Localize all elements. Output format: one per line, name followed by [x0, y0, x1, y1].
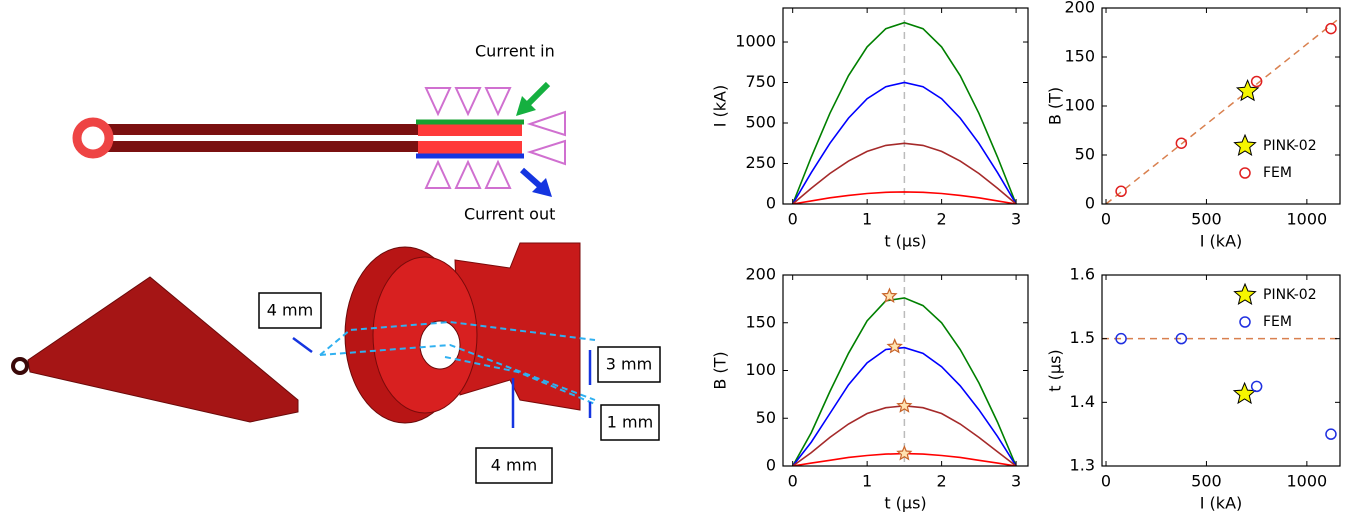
fit-line: [1106, 18, 1340, 204]
y-tick-label: 750: [745, 72, 776, 91]
y-tick-label: 1.6: [1070, 265, 1095, 284]
chart: 1.3 1.4 1.5 1.6 0 500 1000 I (kA) t (μs) PINK-02 F…: [1046, 265, 1341, 513]
coil-top-view: Current in Current out: [77, 42, 565, 224]
y-tick-label: 1000: [735, 32, 776, 51]
plot-area: [793, 8, 1016, 204]
circle-marker: [1116, 186, 1126, 196]
y-tick-label: 1.5: [1070, 328, 1095, 347]
x-tick-label: 0: [788, 210, 798, 229]
plot-frame: [1102, 275, 1340, 466]
legend-label: PINK-02: [1263, 287, 1317, 303]
y-tick-label: 0: [1085, 194, 1095, 213]
legend-label: PINK-02: [1263, 138, 1317, 154]
current-in-arrow: [516, 84, 548, 116]
y-tick-label: 200: [1064, 0, 1095, 17]
x-axis-label: t (μs): [884, 232, 926, 251]
peak-marker: [898, 399, 911, 412]
x-tick-label: 1: [862, 210, 872, 229]
current-out-label: Current out: [464, 205, 555, 224]
legend-marker: [1235, 135, 1256, 155]
circle-marker: [1252, 381, 1262, 391]
y-tick-label: 150: [745, 312, 776, 331]
legend-label: FEM: [1263, 165, 1292, 181]
current-out-arrow: [522, 170, 552, 197]
plot-frame: [783, 275, 1028, 466]
plot-area: [1106, 18, 1340, 204]
y-axis-label: I (kA): [711, 85, 730, 128]
x-tick-label: 0: [788, 472, 798, 491]
x-tick-label: 0: [1101, 210, 1111, 229]
x-tick-label: 2: [937, 472, 947, 491]
x-axis-label: I (kA): [1200, 494, 1243, 513]
y-tick-label: 50: [756, 408, 776, 427]
y-tick-label: 100: [745, 360, 776, 379]
x-tick-label: 3: [1011, 210, 1021, 229]
dimension-label: 3 mm: [606, 355, 652, 374]
y-tick-label: 100: [1064, 96, 1095, 115]
y-tick-label: 1.4: [1070, 392, 1095, 411]
x-tick-label: 1: [862, 472, 872, 491]
y-axis-label: B (T): [711, 351, 730, 389]
gap: [418, 136, 522, 141]
legend-marker: [1240, 168, 1250, 178]
peak-marker: [898, 447, 911, 460]
legend-marker: [1235, 284, 1256, 304]
current-in-label: Current in: [475, 42, 555, 61]
legend-label: FEM: [1263, 314, 1292, 330]
y-tick-label: 250: [745, 153, 776, 172]
coil-3d-view: 4 mm 3 mm 1 mm 4 mm: [13, 243, 660, 483]
small-loop: [13, 359, 27, 373]
chart: 0 250 500 750 1000 0 1 2 3 t (μs) I (kA): [711, 8, 1029, 251]
figure: Current in Current out 4 mm 3 mm 1 mm 4 …: [0, 0, 1363, 519]
x-axis-label: t (μs): [884, 494, 926, 513]
x-tick-label: 2: [937, 210, 947, 229]
y-tick-label: 50: [1075, 145, 1095, 164]
x-tick-label: 1000: [1287, 472, 1328, 491]
plate: [28, 277, 298, 422]
plot-frame: [1102, 8, 1340, 204]
y-axis-label: t (μs): [1046, 349, 1065, 391]
plot-frame: [783, 8, 1028, 204]
y-tick-label: 500: [745, 113, 776, 132]
chart: 0 50 100 150 200 0 500 1000 I (kA) B (T) PINK-02 FE…: [1046, 0, 1341, 251]
y-tick-label: 0: [766, 456, 776, 475]
x-tick-label: 3: [1011, 472, 1021, 491]
circle-marker: [1326, 429, 1336, 439]
x-tick-label: 500: [1191, 210, 1222, 229]
y-tick-label: 150: [1064, 47, 1095, 66]
legend-marker: [1240, 317, 1250, 327]
dimension-label: 4 mm: [491, 456, 537, 475]
x-tick-label: 1000: [1287, 210, 1328, 229]
rod: [105, 141, 423, 152]
x-tick-label: 0: [1101, 472, 1111, 491]
y-tick-label: 0: [766, 194, 776, 213]
dimension-label: 1 mm: [607, 413, 653, 432]
peak-marker: [888, 340, 901, 353]
plot-area: [793, 275, 1016, 466]
rod: [105, 124, 423, 135]
y-axis-label: B (T): [1046, 87, 1065, 125]
y-tick-label: 1.3: [1070, 456, 1095, 475]
y-tick-label: 200: [745, 265, 776, 284]
loop: [77, 122, 109, 154]
x-tick-label: 500: [1191, 472, 1222, 491]
x-axis-label: I (kA): [1200, 232, 1243, 251]
dimension-label: 4 mm: [267, 301, 313, 320]
chart: 0 50 100 150 200 0 1 2 3 t (μs) B (T): [711, 265, 1029, 513]
